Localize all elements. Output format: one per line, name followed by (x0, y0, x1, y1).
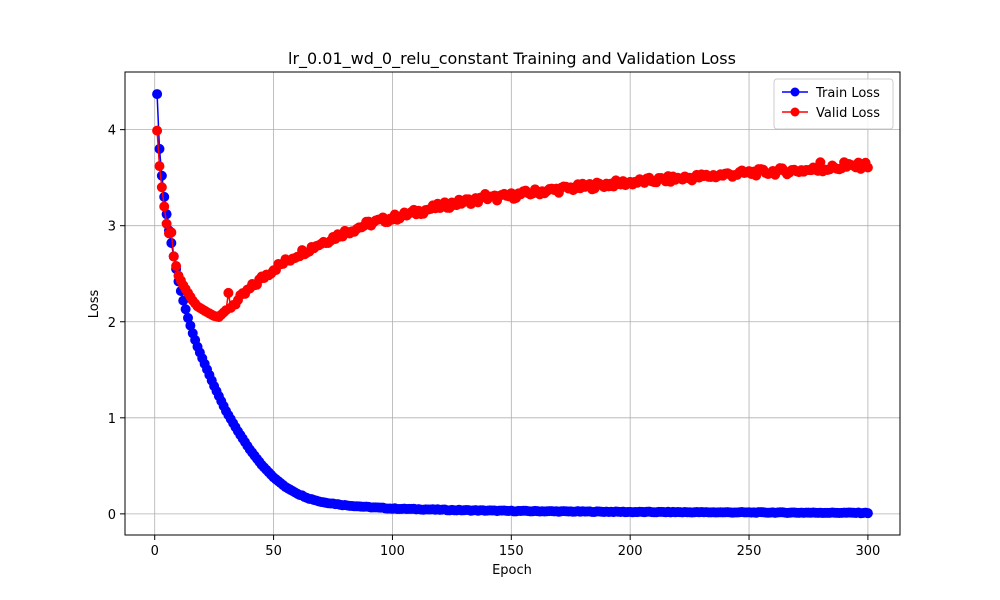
data-point (161, 218, 172, 229)
x-tick-label: 250 (737, 544, 762, 559)
y-tick-label: 1 (108, 412, 116, 427)
data-point (223, 287, 234, 298)
data-point (159, 191, 170, 202)
x-tick-label: 0 (151, 544, 159, 559)
grid-layer (125, 72, 900, 535)
chart-title: lr_0.01_wd_0_relu_constant Training and … (288, 49, 736, 69)
data-point (815, 157, 826, 168)
x-tick-label: 200 (618, 544, 643, 559)
series-train-loss (152, 89, 873, 519)
legend-label: Train Loss (815, 86, 880, 101)
series-layer (152, 89, 873, 519)
axes-layer: 0 50 100 150 200 250 300 0 1 2 3 4 (108, 71, 901, 559)
data-point (862, 162, 873, 173)
y-tick-label: 3 (108, 220, 116, 235)
data-point (156, 182, 167, 193)
data-point (154, 143, 165, 154)
legend-marker (790, 87, 800, 97)
data-point (180, 304, 191, 315)
legend-marker (790, 107, 800, 117)
legend-entry: Valid Loss (782, 106, 880, 121)
data-point (152, 125, 163, 136)
x-tick-label: 150 (499, 544, 524, 559)
x-tick-label: 100 (380, 544, 405, 559)
x-axis-label: Epoch (492, 563, 532, 578)
legend: Train Loss Valid Loss (773, 78, 894, 130)
legend-label: Valid Loss (816, 106, 880, 121)
y-tick-label: 4 (108, 124, 116, 139)
data-point (168, 251, 179, 262)
series-valid-loss (152, 125, 873, 322)
y-tick-label: 2 (108, 316, 116, 331)
x-tick-label: 50 (265, 544, 282, 559)
plot-frame (124, 71, 901, 536)
data-point (156, 170, 167, 181)
data-point (171, 261, 182, 272)
y-tick-label: 0 (108, 508, 116, 523)
y-axis-label: Loss (87, 290, 102, 319)
data-point (152, 89, 163, 100)
data-point (159, 201, 170, 212)
data-point (862, 508, 873, 519)
x-tick-label: 300 (855, 544, 880, 559)
data-point (154, 161, 165, 172)
legend-entry: Train Loss (782, 86, 880, 101)
data-point (166, 227, 177, 238)
